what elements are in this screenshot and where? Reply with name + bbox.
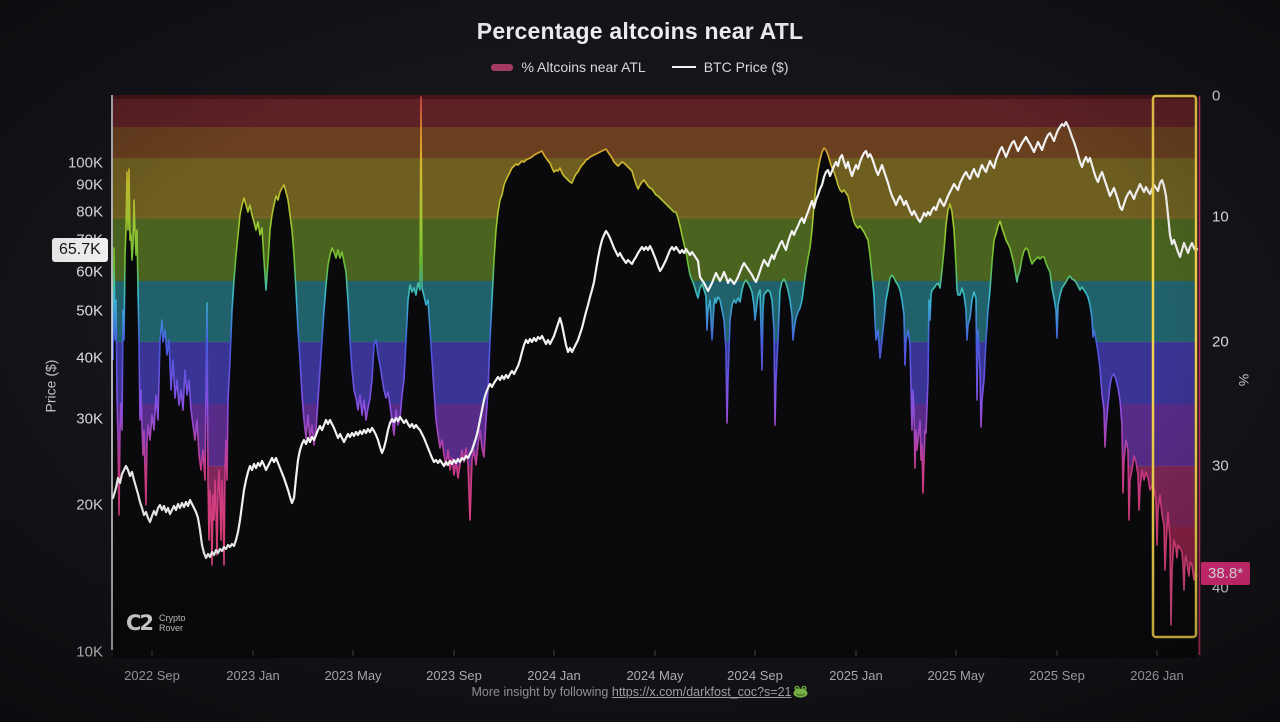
alt-last-value-badge: 38.8* [1201, 562, 1251, 585]
left-axis-title: Price ($) [42, 359, 59, 413]
left-axis-tick-label: 20K [76, 496, 103, 514]
frog-emoji [793, 685, 808, 698]
left-axis-tick-label: 100K [67, 154, 103, 172]
right-axis-tick-label: 10 [1212, 208, 1229, 226]
x-axis-tick-label: 2026 Jan [1130, 668, 1184, 683]
legend-item-btc[interactable]: BTC Price ($) [671, 59, 789, 75]
crypto-rover-logo: C2 Crypto Rover [126, 611, 186, 635]
rainbow-band [113, 95, 1197, 99]
x-axis-tick-label: 2023 Jan [226, 668, 280, 683]
right-axis-tick-label: 30 [1212, 457, 1229, 475]
btc-series-swatch [671, 66, 696, 68]
legend-label-altcoins: % Altcoins near ATL [521, 59, 646, 75]
left-axis-tick-label: 40K [76, 349, 103, 367]
x-axis-tick-label: 2025 May [927, 668, 985, 683]
alt-series-line[interactable] [112, 96, 1198, 626]
x-axis-tick-label: 2024 Jan [527, 668, 581, 683]
legend: % Altcoins near ATL BTC Price ($) [0, 59, 1280, 75]
left-axis-tick-label: 90K [76, 176, 103, 194]
left-axis-tick-label: 80K [76, 203, 103, 221]
footer-text: More insight by following [471, 685, 612, 699]
footer-link[interactable]: https://x.com/darkfost_coc?s=21 [611, 685, 792, 699]
x-axis-tick-label: 2025 Sep [1029, 668, 1085, 683]
footer-credit: More insight by following https://x.com/… [0, 685, 1280, 699]
x-axis-tick-label: 2023 Sep [426, 668, 482, 683]
btc-series-line[interactable] [111, 120, 1199, 560]
crypto-rover-logo-text: Crypto Rover [159, 613, 186, 633]
legend-item-altcoins[interactable]: % Altcoins near ATL [491, 59, 646, 75]
legend-label-btc: BTC Price ($) [703, 59, 789, 75]
right-axis-title: % [1236, 373, 1253, 387]
x-axis-tick-label: 2022 Sep [124, 668, 180, 683]
left-axis-tick-label: 50K [76, 302, 103, 320]
x-axis-tick-label: 2024 May [626, 668, 684, 683]
rainbow-band [113, 99, 1197, 127]
highlight-box[interactable] [1151, 94, 1198, 639]
crypto-rover-mark-icon: C2 [126, 611, 154, 635]
x-axis-tick-label: 2024 Sep [727, 668, 783, 683]
rainbow-band [113, 127, 1197, 158]
left-axis-tick-label: 30K [76, 410, 103, 428]
altcoin-series-swatch [491, 63, 514, 71]
left-axis-tick-label: 10K [76, 643, 103, 661]
x-axis-tick-label: 2025 Jan [829, 668, 883, 683]
page-title: Percentage altcoins near ATL [476, 18, 804, 44]
btc-last-price-badge: 65.7K [52, 238, 108, 262]
right-axis-tick-label: 0 [1212, 87, 1221, 105]
right-axis-tick-label: 20 [1212, 333, 1229, 351]
x-axis-tick-label: 2023 May [324, 668, 382, 683]
left-axis-tick-label: 60K [76, 263, 103, 281]
alt-area-silhouette [113, 97, 1197, 658]
